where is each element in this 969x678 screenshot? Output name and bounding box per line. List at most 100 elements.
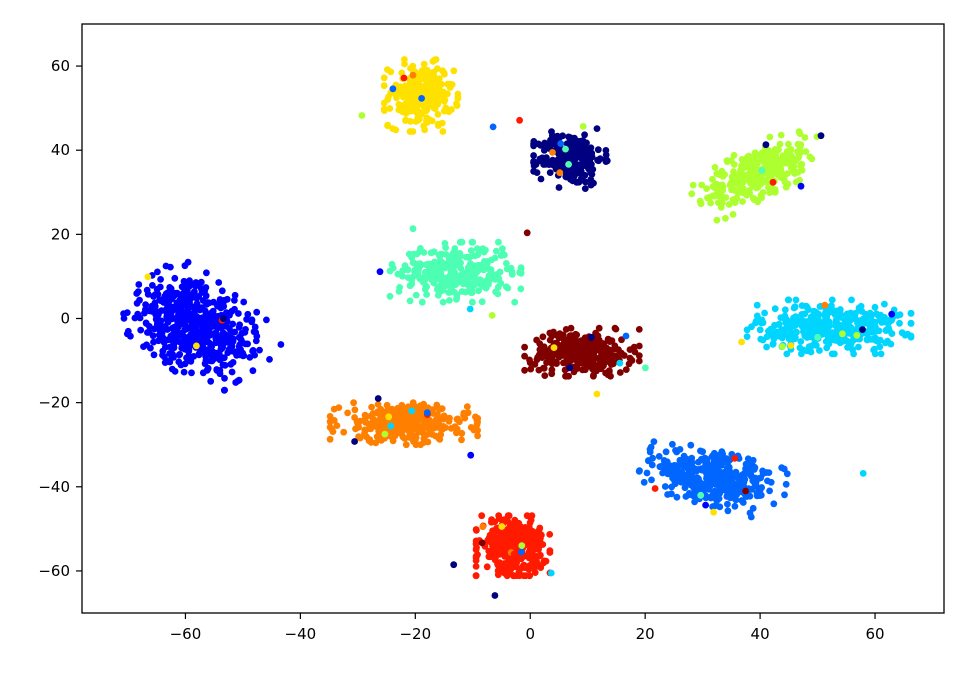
- outlier-point: [381, 430, 389, 438]
- data-point: [542, 557, 550, 565]
- data-point: [731, 502, 739, 510]
- data-point: [648, 476, 655, 484]
- outlier-point: [587, 333, 595, 341]
- data-point: [409, 399, 417, 407]
- data-point: [227, 339, 235, 346]
- data-point: [406, 297, 414, 305]
- data-point: [581, 131, 588, 139]
- data-point: [596, 155, 604, 163]
- data-point: [777, 131, 785, 139]
- data-point: [171, 274, 179, 282]
- data-point: [236, 333, 243, 341]
- data-point: [762, 147, 770, 155]
- data-point: [436, 269, 443, 277]
- data-point: [442, 251, 450, 258]
- data-point: [781, 306, 789, 314]
- data-point: [402, 117, 409, 124]
- outlier-point: [409, 225, 417, 233]
- data-point: [124, 327, 132, 335]
- outlier-point: [579, 123, 587, 130]
- data-point: [850, 350, 857, 358]
- data-point: [410, 99, 418, 107]
- data-point: [530, 167, 537, 175]
- data-point: [846, 338, 853, 346]
- x-tick-label: −40: [285, 625, 317, 643]
- data-point: [199, 343, 207, 351]
- outlier-point: [498, 523, 506, 530]
- data-point: [195, 350, 203, 357]
- data-point: [458, 429, 466, 437]
- data-point: [766, 487, 773, 495]
- outlier-point: [518, 542, 526, 549]
- data-point: [444, 415, 451, 422]
- data-point: [751, 149, 759, 157]
- data-point: [166, 297, 173, 304]
- data-point: [749, 477, 757, 485]
- data-point: [518, 564, 526, 572]
- data-point: [412, 291, 420, 299]
- data-point: [796, 316, 804, 324]
- data-point: [399, 272, 406, 280]
- data-point: [687, 441, 695, 449]
- data-point: [715, 489, 722, 496]
- data-point: [688, 190, 696, 198]
- data-point: [229, 359, 237, 366]
- data-point: [158, 307, 165, 314]
- data-point: [402, 419, 409, 427]
- data-point: [754, 183, 762, 191]
- data-point: [600, 349, 608, 357]
- data-point: [747, 169, 755, 177]
- data-point: [700, 486, 708, 494]
- data-point: [244, 340, 252, 348]
- data-point: [750, 176, 758, 183]
- data-point: [166, 284, 174, 291]
- data-point: [433, 90, 441, 97]
- data-point: [199, 297, 207, 304]
- data-point: [766, 189, 774, 197]
- cluster-2: [530, 125, 611, 193]
- data-point: [447, 272, 454, 279]
- data-point: [203, 316, 211, 324]
- data-point: [605, 336, 612, 343]
- data-point: [531, 569, 539, 576]
- data-point: [730, 168, 737, 175]
- data-point: [742, 175, 750, 182]
- data-point: [160, 353, 168, 361]
- data-point: [559, 351, 566, 359]
- data-point: [537, 175, 545, 183]
- data-point: [536, 340, 544, 347]
- data-point: [223, 295, 231, 303]
- data-point: [161, 359, 169, 366]
- data-point: [772, 170, 780, 177]
- data-point: [571, 134, 578, 142]
- data-point: [393, 413, 401, 420]
- outlier-point: [409, 71, 417, 79]
- data-point: [730, 151, 738, 159]
- data-point: [494, 290, 502, 298]
- data-point: [351, 414, 358, 421]
- data-point: [193, 281, 201, 288]
- data-point: [469, 298, 476, 306]
- outlier-point: [859, 326, 866, 333]
- data-point: [485, 275, 492, 282]
- data-point: [439, 298, 447, 306]
- data-point: [600, 362, 607, 370]
- data-point: [136, 296, 143, 304]
- data-point: [483, 563, 491, 571]
- data-point: [559, 132, 566, 140]
- data-point: [526, 356, 533, 364]
- data-point: [387, 68, 395, 76]
- data-point: [504, 284, 512, 292]
- data-point: [781, 178, 789, 186]
- outlier-point: [358, 112, 366, 119]
- data-point: [555, 184, 563, 191]
- data-point: [458, 436, 465, 444]
- data-point: [757, 319, 765, 327]
- outlier-point: [423, 409, 431, 417]
- data-point: [791, 303, 799, 311]
- data-point: [421, 126, 428, 134]
- data-point: [186, 299, 193, 307]
- data-point: [635, 326, 643, 333]
- outlier-point: [219, 315, 227, 322]
- data-point: [207, 331, 214, 338]
